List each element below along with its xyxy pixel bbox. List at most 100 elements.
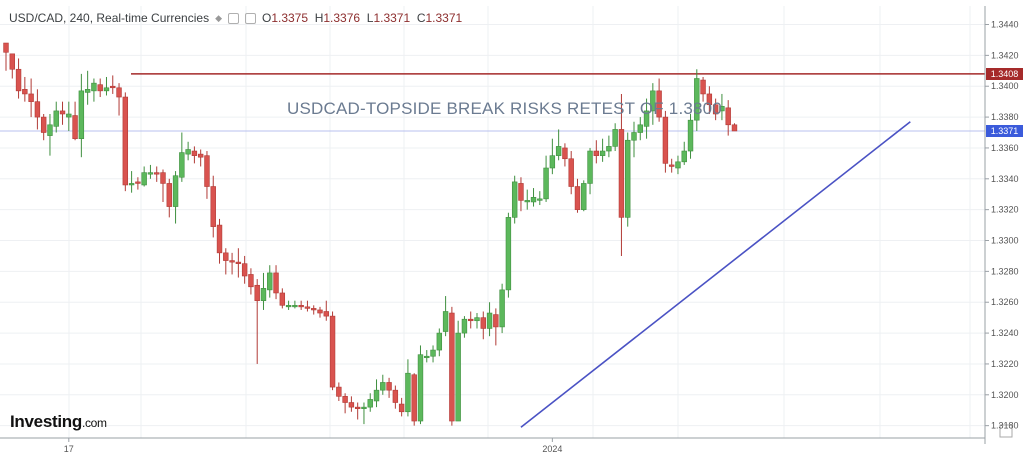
candle[interactable]: [675, 155, 681, 175]
candle[interactable]: [135, 177, 141, 190]
candle[interactable]: [210, 175, 216, 238]
candle[interactable]: [160, 169, 166, 202]
candle[interactable]: [537, 191, 543, 206]
candle[interactable]: [361, 402, 367, 425]
candle[interactable]: [292, 300, 298, 309]
candle[interactable]: [317, 306, 323, 318]
candle[interactable]: [511, 175, 518, 224]
candle[interactable]: [643, 98, 650, 139]
candle[interactable]: [530, 188, 537, 207]
candle[interactable]: [53, 101, 59, 133]
candle[interactable]: [668, 158, 675, 173]
candle[interactable]: [267, 265, 273, 298]
scale-toggle-icon[interactable]: [999, 424, 1013, 438]
candle[interactable]: [28, 78, 34, 118]
candle[interactable]: [229, 252, 235, 275]
candle[interactable]: [128, 171, 135, 193]
candle[interactable]: [3, 42, 9, 71]
candle[interactable]: [650, 83, 656, 125]
candle[interactable]: [197, 149, 204, 167]
candle[interactable]: [461, 316, 468, 338]
candle[interactable]: [505, 212, 512, 298]
candle[interactable]: [40, 114, 47, 141]
candle[interactable]: [637, 117, 643, 141]
candle[interactable]: [22, 76, 28, 102]
candle[interactable]: [223, 248, 229, 275]
candle[interactable]: [449, 306, 455, 426]
candle[interactable]: [15, 58, 22, 99]
candle[interactable]: [66, 101, 72, 131]
candle[interactable]: [354, 402, 361, 420]
candle[interactable]: [442, 296, 449, 337]
candle[interactable]: [499, 283, 505, 334]
candle[interactable]: [323, 300, 329, 321]
candle[interactable]: [72, 101, 78, 141]
candle[interactable]: [311, 305, 317, 315]
candle[interactable]: [367, 393, 373, 412]
candle[interactable]: [116, 83, 122, 116]
candle[interactable]: [731, 123, 738, 132]
candle[interactable]: [568, 151, 574, 195]
candle[interactable]: [373, 379, 380, 408]
candle[interactable]: [656, 78, 662, 122]
candle[interactable]: [97, 78, 103, 98]
candle[interactable]: [166, 178, 172, 218]
candle[interactable]: [260, 272, 267, 310]
candle[interactable]: [518, 177, 524, 212]
candle[interactable]: [235, 248, 242, 278]
candle[interactable]: [606, 135, 612, 158]
candle[interactable]: [719, 93, 725, 121]
candle[interactable]: [147, 164, 154, 179]
candle[interactable]: [336, 382, 342, 401]
candle[interactable]: [543, 155, 549, 202]
candle[interactable]: [84, 70, 91, 105]
candle[interactable]: [493, 308, 499, 346]
candle[interactable]: [241, 255, 248, 284]
candle[interactable]: [417, 345, 424, 425]
candle[interactable]: [342, 393, 348, 414]
candle[interactable]: [468, 311, 474, 329]
candle[interactable]: [700, 76, 706, 102]
candle[interactable]: [179, 132, 185, 182]
candle[interactable]: [706, 86, 713, 114]
candle[interactable]: [110, 75, 116, 94]
candle[interactable]: [618, 93, 625, 256]
candle[interactable]: [204, 151, 210, 199]
candle[interactable]: [562, 143, 568, 167]
candle[interactable]: [248, 268, 254, 295]
candle[interactable]: [430, 345, 436, 363]
candle[interactable]: [436, 328, 443, 357]
candle[interactable]: [329, 311, 336, 391]
dropdown-icon[interactable]: ◆: [215, 12, 222, 23]
candle[interactable]: [154, 166, 160, 182]
candle[interactable]: [78, 73, 85, 158]
candle[interactable]: [59, 101, 66, 125]
candle[interactable]: [285, 300, 292, 310]
candle[interactable]: [555, 129, 562, 161]
candle[interactable]: [348, 396, 355, 412]
candle[interactable]: [524, 189, 530, 210]
candle[interactable]: [103, 76, 110, 96]
candle[interactable]: [185, 141, 191, 161]
candle[interactable]: [172, 171, 179, 224]
candle[interactable]: [687, 114, 694, 159]
candle[interactable]: [34, 89, 41, 130]
candle[interactable]: [9, 53, 15, 79]
candle[interactable]: [681, 141, 687, 165]
candle[interactable]: [279, 288, 286, 309]
candle[interactable]: [298, 300, 304, 310]
candle[interactable]: [574, 178, 581, 213]
candle[interactable]: [398, 397, 405, 417]
candle[interactable]: [386, 377, 392, 398]
candle[interactable]: [191, 146, 198, 164]
candle[interactable]: [593, 140, 600, 164]
candle[interactable]: [581, 180, 587, 212]
candle[interactable]: [712, 98, 719, 121]
candle[interactable]: [486, 302, 493, 337]
candle[interactable]: [474, 313, 480, 329]
candle[interactable]: [91, 78, 97, 102]
candle[interactable]: [587, 147, 593, 195]
candle[interactable]: [480, 311, 486, 340]
candle[interactable]: [625, 132, 631, 227]
